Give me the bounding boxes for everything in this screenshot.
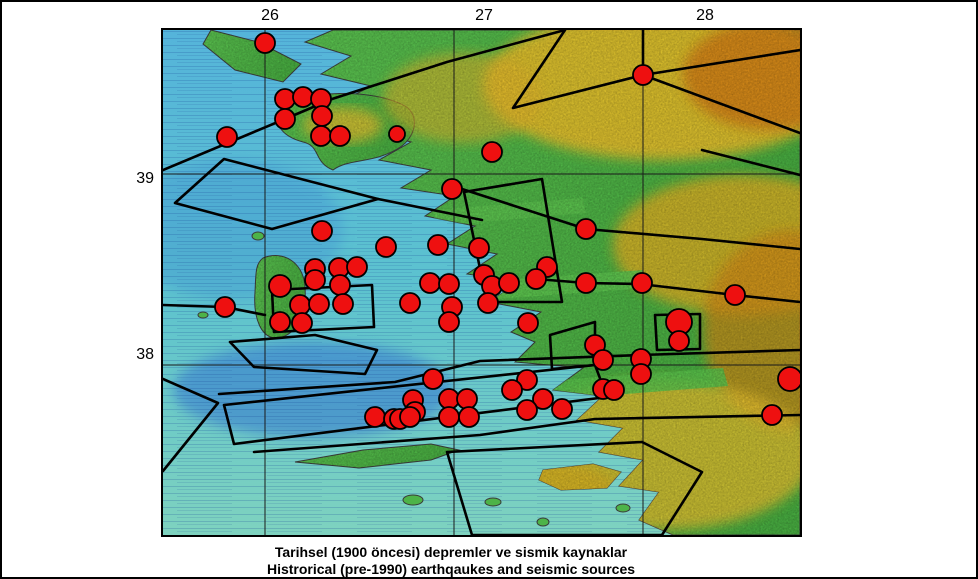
y-axis-tick-label: 38: [136, 346, 154, 363]
earthquake-marker: [438, 273, 460, 295]
earthquake-marker: [481, 141, 503, 163]
earthquake-marker: [329, 125, 351, 147]
earthquake-marker: [761, 404, 783, 426]
figure-caption: Tarihsel (1900 öncesi) depremler ve sism…: [2, 544, 900, 577]
x-axis-tick-label: 26: [261, 7, 279, 24]
seismic-source-zone: [252, 413, 800, 454]
seismic-source-zone: [163, 30, 567, 172]
earthquake-marker: [332, 293, 354, 315]
earthquake-marker: [603, 379, 625, 401]
earthquake-marker: [346, 256, 368, 278]
earthquake-marker: [551, 398, 573, 420]
earthquake-marker: [458, 406, 480, 428]
earthquake-marker: [329, 274, 351, 296]
earthquake-marker: [375, 236, 397, 258]
earthquake-marker: [777, 366, 800, 392]
seismic-source-zone: [445, 440, 704, 535]
earthquake-marker: [311, 220, 333, 242]
earthquake-marker: [631, 272, 653, 294]
earthquake-marker: [216, 126, 238, 148]
earthquake-marker: [517, 312, 539, 334]
earthquake-marker: [532, 388, 554, 410]
earthquake-marker: [254, 32, 276, 54]
earthquake-marker: [289, 294, 311, 316]
earthquake-marker: [575, 272, 597, 294]
earthquake-marker: [399, 406, 421, 428]
seismic-source-zone: [641, 48, 800, 77]
earthquake-marker: [516, 399, 538, 421]
earthquake-marker: [477, 292, 499, 314]
earthquake-marker: [456, 388, 478, 410]
seismic-source-zone: [511, 30, 645, 110]
seismic-source-zone: [460, 187, 800, 251]
earthquake-marker: [274, 108, 296, 130]
earthquake-marker: [422, 368, 444, 390]
earthquake-marker: [630, 363, 652, 385]
earthquake-marker: [592, 349, 614, 371]
seismic-map: [163, 30, 800, 535]
x-axis-tick-label: 27: [475, 7, 493, 24]
seismic-source-zone: [173, 157, 380, 231]
earthquake-marker: [292, 86, 314, 108]
earthquake-marker: [632, 64, 654, 86]
x-axis-tick-label: 28: [696, 7, 714, 24]
earthquake-marker: [274, 88, 296, 110]
earthquake-marker: [268, 274, 292, 298]
seismic-source-zone: [163, 377, 220, 473]
earthquake-marker: [308, 293, 330, 315]
seismic-source-zone: [217, 348, 800, 396]
earthquake-marker: [269, 311, 291, 333]
earthquake-marker: [214, 296, 236, 318]
earthquake-marker: [468, 237, 490, 259]
caption-turkish: Tarihsel (1900 öncesi) depremler ve sism…: [274, 544, 628, 560]
earthquake-marker: [311, 105, 333, 127]
seismic-source-zone: [228, 333, 379, 376]
earthquake-marker: [427, 234, 449, 256]
earthquake-markers-layer: [214, 32, 800, 430]
earthquake-marker: [419, 272, 441, 294]
earthquake-marker: [399, 292, 421, 314]
earthquake-marker: [438, 311, 460, 333]
earthquake-marker: [668, 330, 690, 352]
earthquake-marker: [364, 406, 386, 428]
seismic-source-zone: [700, 148, 800, 177]
earthquake-marker: [441, 178, 463, 200]
earthquake-marker: [304, 269, 326, 291]
seismic-source-zone: [376, 197, 484, 222]
earthquake-marker: [438, 406, 460, 428]
y-axis-tick-label: 39: [136, 170, 154, 187]
earthquake-marker: [575, 218, 597, 240]
earthquake-marker: [724, 284, 746, 306]
earthquake-marker: [388, 125, 406, 143]
earthquake-marker: [291, 312, 313, 334]
caption-english: Histrorical (pre-1990) earthqaukes and s…: [266, 561, 636, 577]
map-plot-area: [161, 28, 802, 537]
earthquake-marker: [525, 268, 547, 290]
earthquake-marker: [516, 369, 538, 391]
earthquake-marker: [438, 388, 460, 410]
earthquake-marker: [498, 272, 520, 294]
earthquake-marker: [310, 125, 332, 147]
earthquake-marker: [501, 379, 523, 401]
